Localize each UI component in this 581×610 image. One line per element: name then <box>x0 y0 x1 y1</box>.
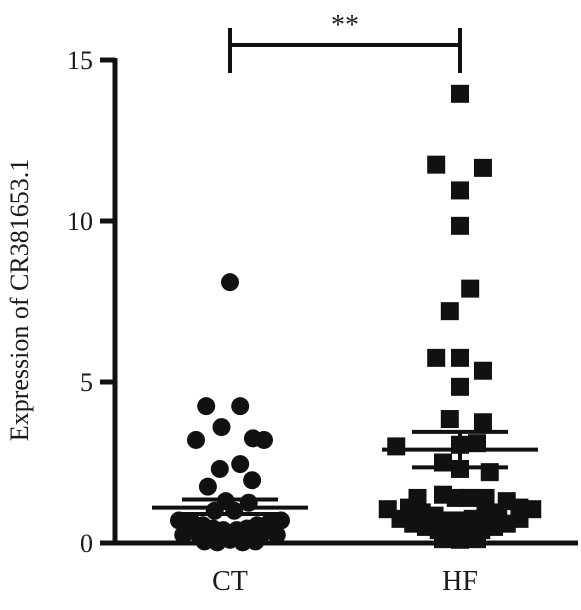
ct-data-point <box>243 471 262 490</box>
hf-data-point <box>468 530 486 549</box>
hf-data-point <box>451 84 469 103</box>
hf-data-point <box>473 413 492 432</box>
ct-data-point <box>212 418 231 437</box>
mean-sem-bars <box>152 429 538 517</box>
y-tick-label: 5 <box>80 368 93 397</box>
ct-data-point <box>231 455 250 474</box>
ct-data-point <box>267 525 286 544</box>
ct-data-point <box>255 430 273 449</box>
hf-data-point <box>473 361 492 380</box>
ct-data-point <box>246 532 265 551</box>
ct-data-point <box>174 525 193 544</box>
hf-data-point <box>461 279 480 298</box>
ct-data-point <box>208 533 227 552</box>
axes <box>112 58 578 546</box>
y-tick-label: 10 <box>67 207 93 236</box>
hf-data-point <box>451 216 469 235</box>
y-tick-label: 15 <box>67 46 93 75</box>
category-labels: CT HF <box>212 566 478 597</box>
hf-data-point <box>473 158 492 177</box>
ct-data-point <box>197 397 216 416</box>
hf-data-point <box>434 530 452 549</box>
hf-data-point <box>427 155 446 174</box>
hf-data-point <box>451 377 469 396</box>
ct-data-point <box>221 273 239 292</box>
significance-label: ** <box>331 10 359 41</box>
hf-data-point <box>440 302 459 321</box>
hf-data-point <box>459 488 478 507</box>
ct-data-point <box>205 501 224 520</box>
ct-data-point <box>210 459 229 478</box>
hf-data-point <box>387 437 406 456</box>
significance-bracket: ** <box>228 10 462 73</box>
x-category-label: CT <box>212 566 248 597</box>
hf-data-point <box>510 509 529 528</box>
ct-data-point <box>231 397 250 416</box>
y-tick-label: 0 <box>80 529 93 558</box>
hf-data-point <box>427 348 446 367</box>
hf-data-point <box>476 488 495 507</box>
x-category-label: HF <box>442 566 478 597</box>
hf-data-point <box>440 410 459 429</box>
hf-data-point <box>451 348 469 367</box>
y-ticks: 0 5 10 15 <box>67 46 115 558</box>
y-axis-title: Expression of CR381653.1 <box>5 159 34 441</box>
data-points <box>170 84 542 552</box>
ct-data-point <box>225 501 244 520</box>
hf-data-point <box>451 181 469 200</box>
ct-data-point <box>187 430 205 449</box>
ct-data-point <box>198 477 217 496</box>
hf-data-point <box>451 530 469 549</box>
